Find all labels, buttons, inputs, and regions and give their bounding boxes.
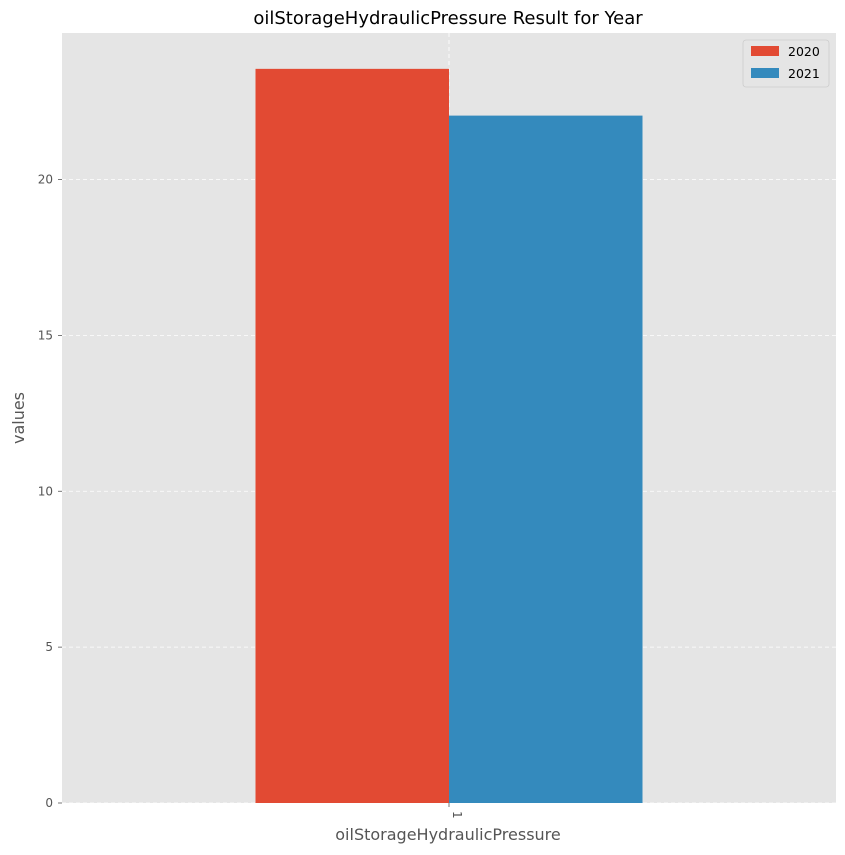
y-axis-label: values bbox=[9, 392, 28, 444]
bar-2021 bbox=[449, 115, 643, 804]
x-tick-label: 1 bbox=[450, 811, 464, 819]
legend-label-2021: 2021 bbox=[788, 66, 820, 81]
bar-2020 bbox=[255, 68, 449, 803]
y-axis-ticks: 0 5 10 15 20 bbox=[38, 173, 62, 810]
x-axis-ticks: 1 bbox=[448, 803, 464, 819]
legend-label-2020: 2020 bbox=[788, 44, 820, 59]
legend: 2020 2021 bbox=[742, 39, 830, 88]
y-tick-label: 20 bbox=[38, 173, 53, 187]
chart-title: oilStorageHydraulicPressure Result for Y… bbox=[253, 8, 643, 29]
legend-swatch-2020 bbox=[751, 46, 779, 56]
y-tick-label: 5 bbox=[45, 640, 53, 654]
legend-swatch-2021 bbox=[751, 68, 779, 78]
bars bbox=[255, 68, 643, 804]
y-tick-label: 15 bbox=[38, 328, 53, 342]
x-axis-label: oilStorageHydraulicPressure bbox=[335, 825, 560, 844]
y-tick-label: 10 bbox=[38, 484, 53, 498]
y-tick-label: 0 bbox=[45, 796, 53, 810]
